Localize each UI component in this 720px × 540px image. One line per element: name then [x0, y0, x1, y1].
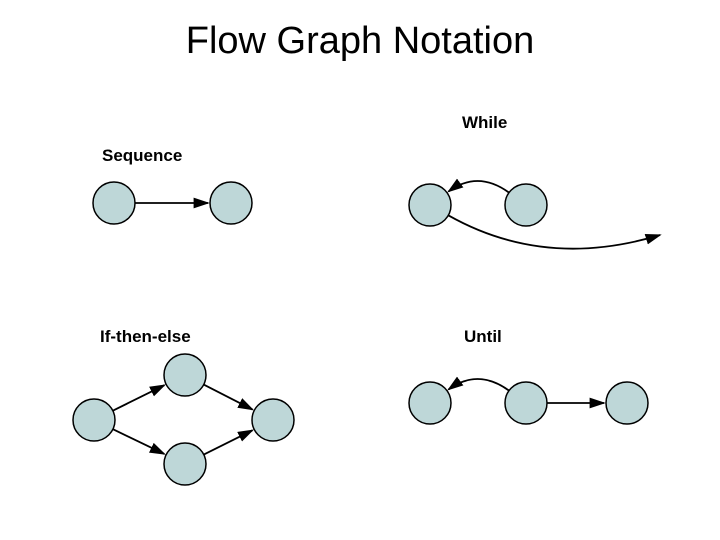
flow-edge [449, 379, 509, 391]
flow-edge [204, 385, 253, 410]
flow-node [164, 443, 206, 485]
flow-node [73, 399, 115, 441]
flow-edge [204, 430, 253, 454]
flow-node [505, 184, 547, 226]
flow-edge [113, 385, 165, 410]
flow-node [606, 382, 648, 424]
flow-node [93, 182, 135, 224]
flow-node [505, 382, 547, 424]
flow-edge [448, 215, 660, 248]
flow-node [252, 399, 294, 441]
flow-edge [449, 181, 509, 193]
flow-node [409, 382, 451, 424]
flow-node [210, 182, 252, 224]
flow-node [164, 354, 206, 396]
flow-graph-canvas [0, 0, 720, 540]
flow-node [409, 184, 451, 226]
flow-edge [113, 429, 164, 454]
